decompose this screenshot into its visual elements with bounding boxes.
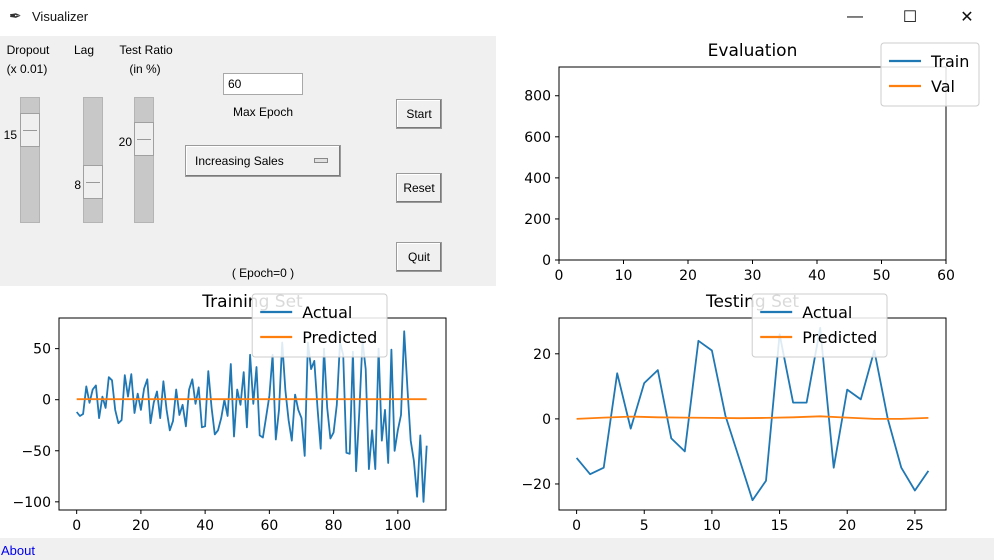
dropout-unit-label: (x 0.01) — [6, 62, 48, 76]
window-title: Visualizer — [32, 9, 89, 24]
dropout-value: 15 — [3, 128, 17, 142]
training-legend — [251, 293, 388, 358]
test-ratio-value: 20 — [118, 135, 132, 149]
training-xtick-label: 0 — [72, 518, 81, 534]
dropout-slider-thumb[interactable] — [20, 113, 40, 147]
training-ytick-label: 0 — [42, 393, 51, 409]
training-xtick-label: 80 — [325, 518, 343, 534]
evaluation-ytick-label: 0 — [542, 253, 551, 269]
training-xtick-label: 60 — [260, 518, 278, 534]
testing-legend — [751, 293, 888, 358]
max-epoch-label: Max Epoch — [232, 105, 294, 119]
training-legend-label-actual: Actual — [302, 303, 352, 322]
testing-xtick-label: 5 — [640, 518, 649, 534]
evaluation-ytick-label: 600 — [524, 130, 551, 146]
training-xtick-label: 40 — [196, 518, 214, 534]
testing-xtick-label: 25 — [906, 518, 924, 534]
title-bar: ✒ Visualizer — ☐ ✕ — [0, 0, 994, 34]
maximize-button[interactable]: ☐ — [902, 9, 918, 26]
quit-button[interactable]: Quit — [396, 242, 442, 272]
test-ratio-slider-thumb[interactable] — [134, 122, 154, 156]
reset-button[interactable]: Reset — [396, 173, 442, 203]
testing-series-predicted-line — [576, 415, 929, 420]
start-button[interactable]: Start — [396, 99, 442, 129]
minimize-button[interactable]: — — [847, 8, 863, 25]
evaluation-legend — [880, 42, 980, 107]
evaluation-legend-label-val: Val — [931, 77, 955, 96]
status-bar: About — [0, 538, 994, 560]
about-link[interactable]: About — [1, 543, 35, 558]
testing-ytick-label: −20 — [521, 477, 551, 493]
test-ratio-unit-label: (in %) — [129, 62, 161, 76]
dropdown-indicator-icon — [314, 158, 328, 163]
epoch-status: ( Epoch=0 ) — [231, 266, 295, 280]
training-legend-label-predicted: Predicted — [302, 328, 377, 347]
test-ratio-label: Test Ratio — [119, 43, 173, 57]
training-ytick-label: 50 — [33, 342, 51, 358]
dataset-dropdown[interactable]: Increasing Sales — [185, 145, 341, 177]
lag-slider[interactable] — [83, 97, 103, 223]
evaluation-xtick-label: 0 — [555, 268, 564, 284]
evaluation-xtick-label: 50 — [873, 268, 891, 284]
testing-xtick-label: 15 — [771, 518, 789, 534]
testing-series-actual-line — [575, 326, 930, 502]
lag-slider-thumb[interactable] — [83, 165, 103, 199]
dataset-dropdown-value: Increasing Sales — [195, 154, 284, 168]
test-ratio-slider[interactable] — [134, 97, 154, 223]
testing-xtick-label: 20 — [838, 518, 856, 534]
testing-legend-label-actual: Actual — [802, 303, 852, 322]
training-ytick-label: −50 — [21, 444, 51, 460]
dropout-slider[interactable] — [20, 97, 40, 223]
testing-ytick-label: 20 — [533, 347, 551, 363]
max-epoch-input[interactable] — [223, 73, 303, 95]
close-button[interactable]: ✕ — [960, 9, 974, 26]
testing-xtick-label: 0 — [572, 518, 581, 534]
evaluation-xtick-label: 60 — [937, 268, 955, 284]
evaluation-xtick-label: 10 — [615, 268, 633, 284]
testing-ytick-label: 0 — [542, 412, 551, 428]
evaluation-ytick-label: 400 — [524, 171, 551, 187]
training-xtick-label: 20 — [132, 518, 150, 534]
training-series-actual-line — [75, 330, 428, 503]
testing-legend-label-predicted: Predicted — [802, 328, 877, 347]
feather-icon: ✒ — [9, 8, 22, 25]
training-xtick-label: 100 — [384, 518, 411, 534]
evaluation-ytick-label: 200 — [524, 212, 551, 228]
lag-value: 8 — [74, 178, 81, 192]
evaluation-xtick-label: 30 — [744, 268, 762, 284]
training-ytick-label: −100 — [13, 495, 51, 511]
evaluation-xtick-label: 20 — [679, 268, 697, 284]
dropout-label: Dropout — [6, 43, 50, 57]
evaluation-xtick-label: 40 — [808, 268, 826, 284]
evaluation-legend-label-train: Train — [930, 52, 969, 71]
testing-xtick-label: 10 — [703, 518, 721, 534]
lag-label: Lag — [73, 43, 95, 57]
evaluation-title: Evaluation — [708, 41, 798, 61]
evaluation-ytick-label: 800 — [524, 89, 551, 105]
